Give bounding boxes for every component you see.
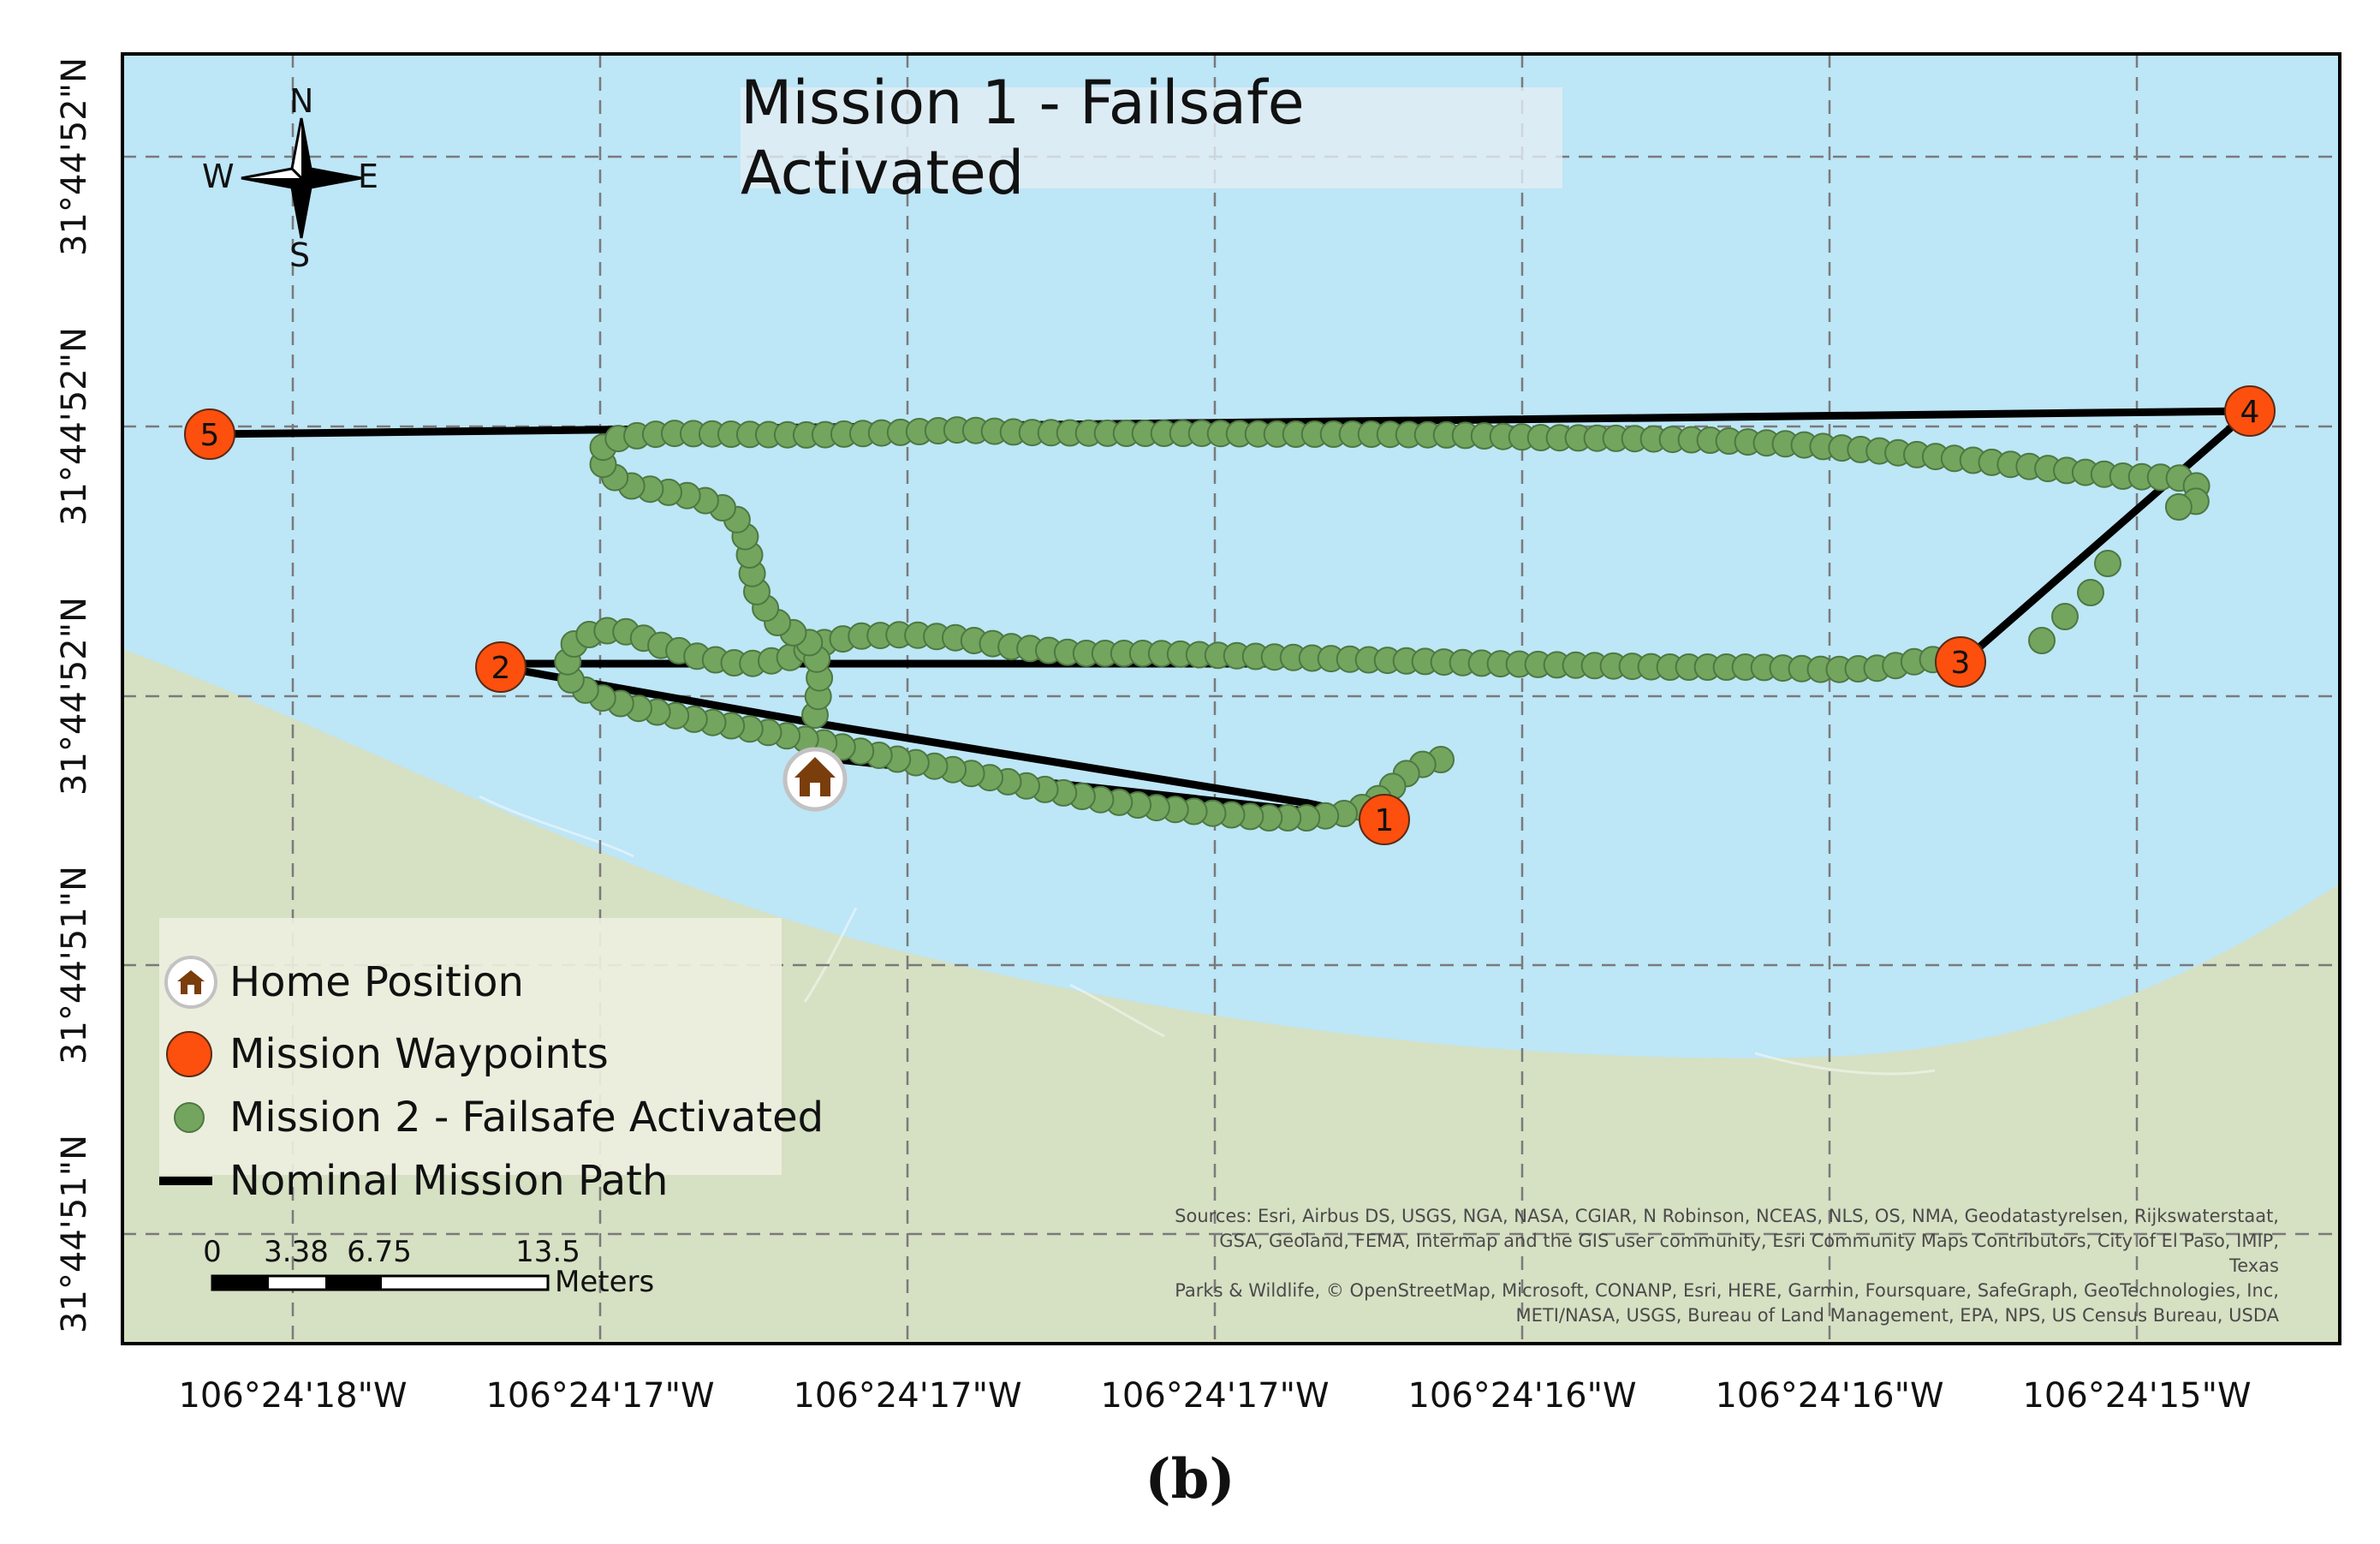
lon-label-6: 106°24'16"W bbox=[1715, 1376, 1943, 1416]
track-point bbox=[2094, 550, 2121, 577]
scale-unit: Meters bbox=[555, 1265, 654, 1299]
waypoint-2-marker: 2 bbox=[475, 641, 527, 693]
map-title: Mission 1 - Failsafe Activated bbox=[741, 68, 1562, 208]
lat-label-2: 31°44'52"N bbox=[55, 327, 94, 526]
latitude-labels: 31°44'52"N 31°44'52"N 31°44'52"N 31°44'5… bbox=[55, 57, 94, 1333]
track-point bbox=[2164, 493, 2193, 521]
lon-label-1: 106°24'18"W bbox=[178, 1376, 407, 1416]
legend-waypoints-label: Mission Waypoints bbox=[229, 1030, 609, 1078]
scale-tick-0: 0 bbox=[203, 1235, 222, 1269]
waypoint-4-marker: 4 bbox=[2224, 385, 2276, 437]
longitude-labels: 106°24'18"W 106°24'17"W 106°24'17"W 106°… bbox=[178, 1376, 2251, 1416]
legend-waypoint-symbol bbox=[166, 1031, 212, 1077]
north-arrow bbox=[241, 117, 362, 239]
map-frame bbox=[121, 52, 2341, 1345]
waypoint-1-label: 1 bbox=[1375, 803, 1395, 838]
sources-line: Parks & Wildlife, © OpenStreetMap, Micro… bbox=[1175, 1280, 2279, 1301]
lat-label-4: 31°44'51"N bbox=[55, 866, 94, 1064]
track-point bbox=[2028, 627, 2056, 654]
home-position-marker bbox=[782, 747, 848, 812]
lat-label-1: 31°44'52"N bbox=[55, 57, 94, 256]
waypoint-5-marker: 5 bbox=[184, 408, 235, 460]
faint-roads bbox=[479, 795, 1936, 1076]
compass-north-label: N bbox=[289, 82, 314, 120]
track-point bbox=[2051, 603, 2079, 630]
track-point bbox=[2077, 579, 2104, 606]
legend-path-label: Nominal Mission Path bbox=[229, 1157, 669, 1205]
legend-home-label: Home Position bbox=[229, 958, 524, 1006]
map-legend: Home Position Mission Waypoints Mission … bbox=[159, 918, 824, 1205]
scale-tick-3: 13.5 bbox=[515, 1235, 580, 1269]
lon-label-7: 106°24'15"W bbox=[2022, 1376, 2251, 1416]
figure-caption: (b) bbox=[1145, 1447, 1235, 1511]
lon-label-3: 106°24'17"W bbox=[793, 1376, 1021, 1416]
mission-waypoints: 1 2 3 4 5 bbox=[184, 385, 2276, 845]
map-sources-credits: Sources: Esri, Airbus DS, USGS, NGA, NAS… bbox=[1166, 1204, 2279, 1328]
legend-home-symbol bbox=[164, 956, 217, 1009]
waypoint-1-marker: 1 bbox=[1359, 794, 1410, 845]
compass-south-label: S bbox=[289, 236, 311, 274]
lat-label-3: 31°44'52"N bbox=[55, 597, 94, 796]
sources-line: Sources: Esri, Airbus DS, USGS, NGA, NAS… bbox=[1175, 1206, 2279, 1226]
waypoint-3-marker: 3 bbox=[1935, 636, 1986, 688]
waypoint-5-label: 5 bbox=[200, 418, 220, 453]
legend-path-symbol bbox=[159, 1177, 212, 1185]
compass-west-label: W bbox=[202, 158, 235, 195]
house-icon bbox=[794, 757, 836, 796]
scale-tick-2: 6.75 bbox=[347, 1235, 412, 1269]
lon-label-2: 106°24'17"W bbox=[485, 1376, 714, 1416]
scale-bar: 0 3.38 6.75 13.5 Meters bbox=[203, 1235, 654, 1299]
scale-tick-1: 3.38 bbox=[264, 1235, 329, 1269]
lon-label-5: 106°24'16"W bbox=[1407, 1376, 1636, 1416]
waypoint-2-label: 2 bbox=[491, 651, 511, 686]
house-icon bbox=[177, 970, 205, 994]
waypoint-3-label: 3 bbox=[1951, 646, 1971, 681]
sources-line: GSA, Geoland, FEMA, Intermap and the GIS… bbox=[1219, 1231, 2279, 1276]
sources-line: METI/NASA, USGS, Bureau of Land Manageme… bbox=[1515, 1305, 2280, 1326]
waypoint-4-label: 4 bbox=[2240, 395, 2260, 430]
compass-east-label: E bbox=[358, 158, 379, 195]
lat-label-5: 31°44'51"N bbox=[55, 1135, 94, 1333]
mission-2-track bbox=[554, 416, 2210, 832]
lon-label-4: 106°24'17"W bbox=[1100, 1376, 1329, 1416]
legend-track-label: Mission 2 - Failsafe Activated bbox=[229, 1094, 824, 1142]
legend-track-symbol bbox=[174, 1102, 205, 1133]
